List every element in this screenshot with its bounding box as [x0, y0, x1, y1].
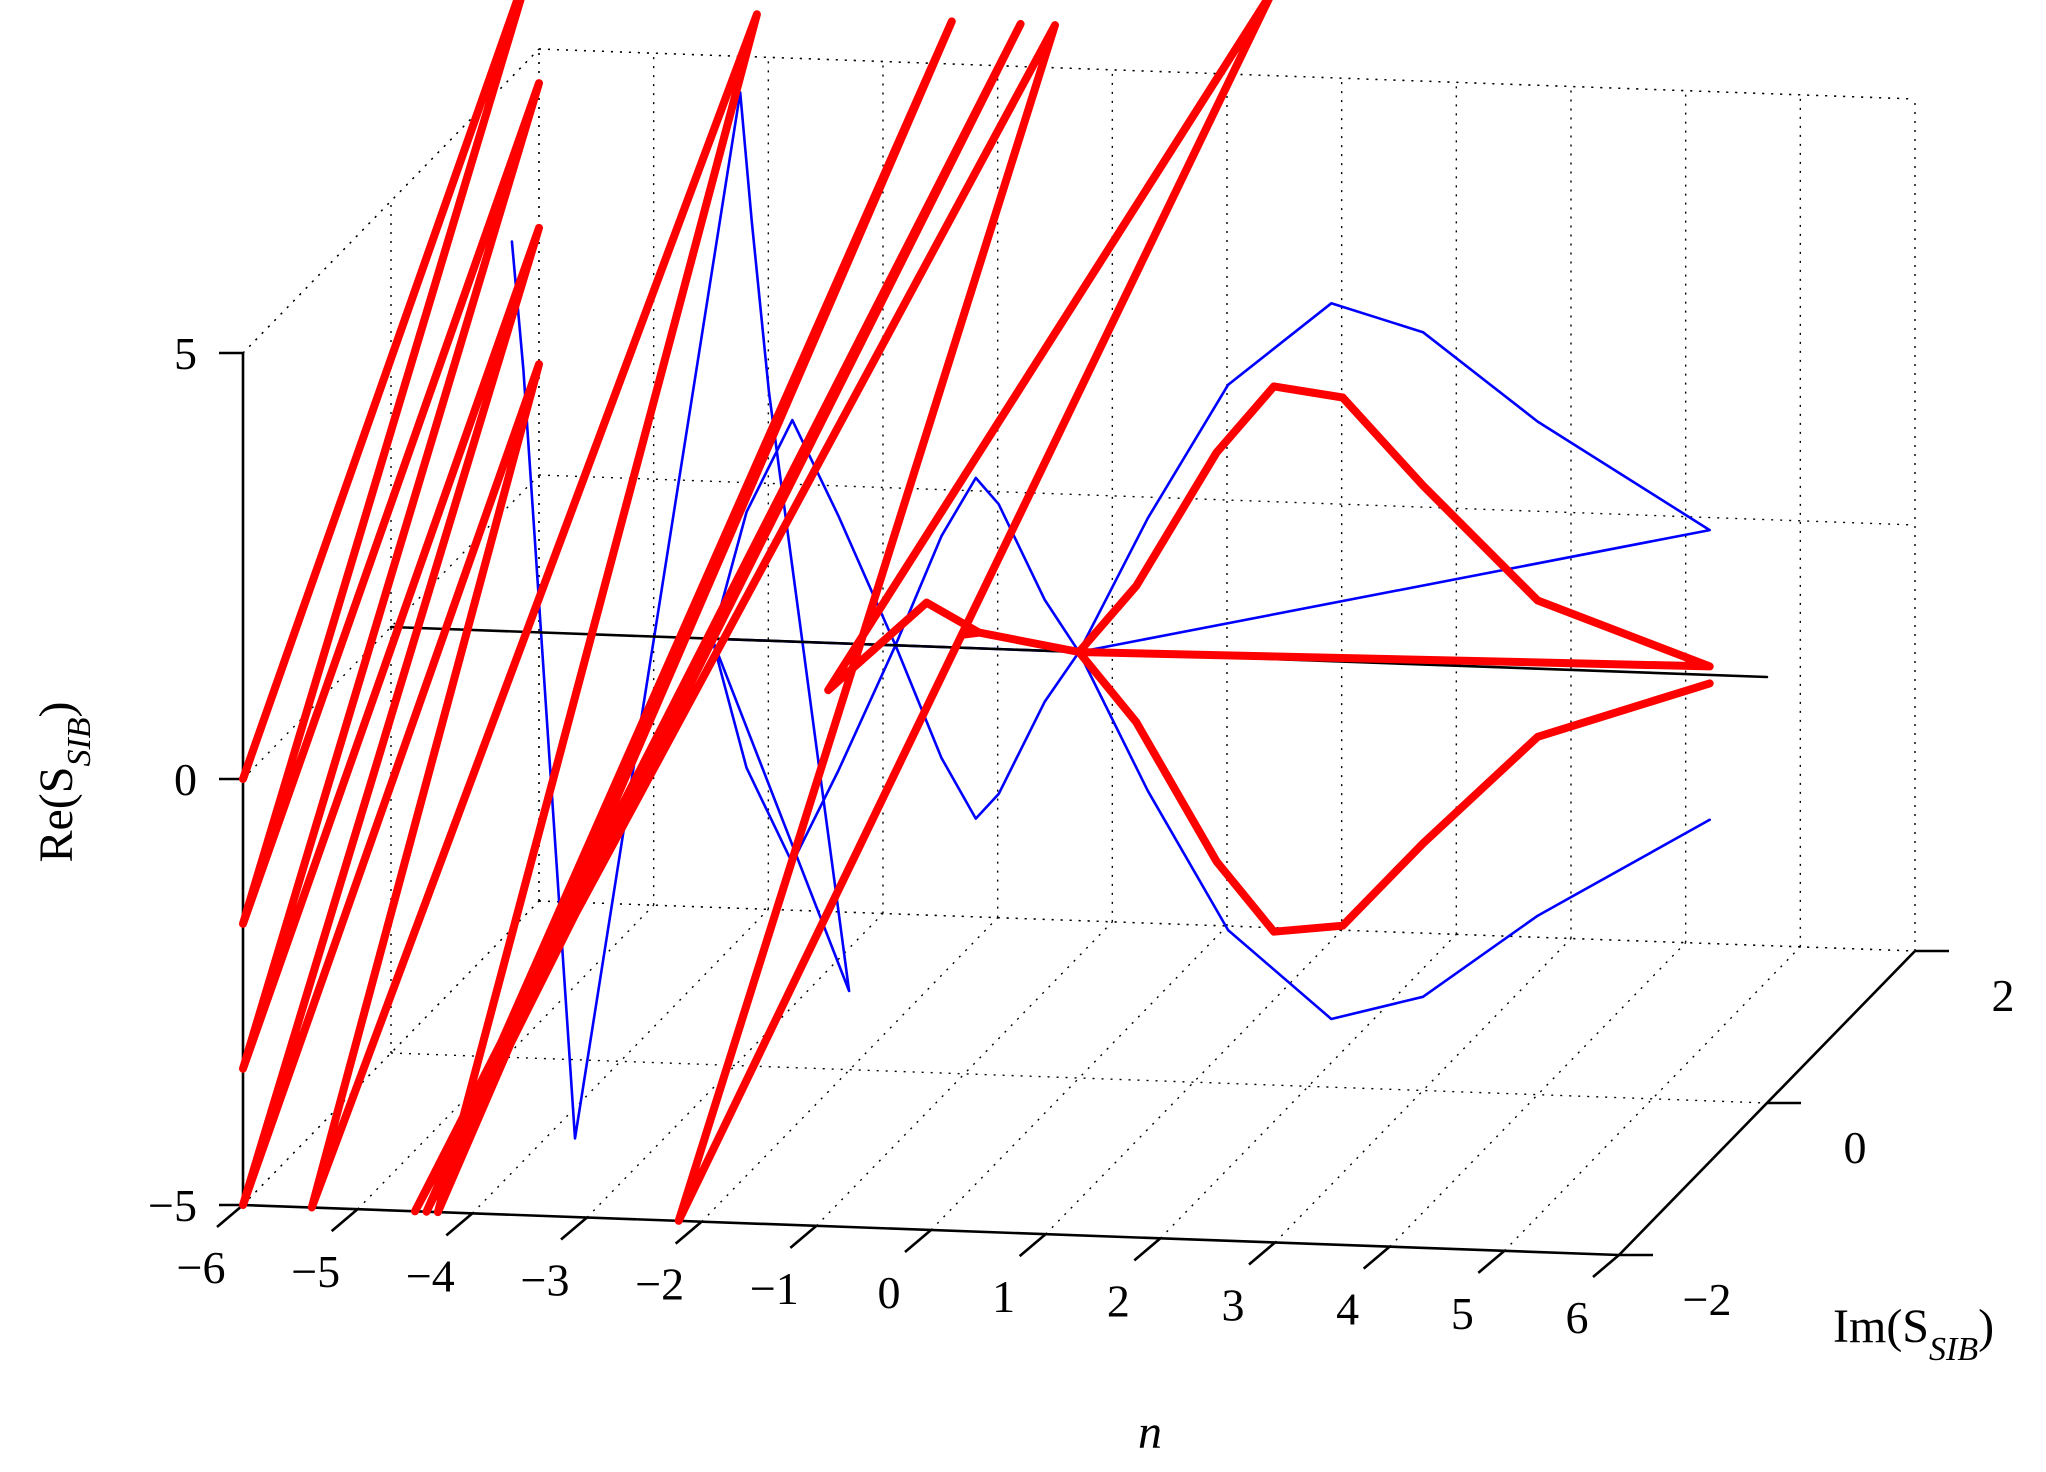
x-tick-mark	[674, 1220, 703, 1245]
y-tick-label: 0	[1844, 1122, 1867, 1173]
y-axis-title: Im(SSIB)	[1833, 1300, 1994, 1368]
x-tick-mark	[1018, 1233, 1047, 1258]
grid-line	[1274, 938, 1572, 1243]
red-curves	[239, 0, 1714, 1225]
x-tick-label: 6	[1566, 1292, 1589, 1343]
y-tick-label: 2	[1992, 970, 2015, 1021]
z-tick-label: 5	[174, 328, 197, 379]
grid-line	[701, 917, 999, 1223]
x-axis-title: n	[1138, 1406, 1162, 1459]
x-tick-label: −5	[291, 1246, 340, 1297]
x-tick-mark	[1477, 1249, 1506, 1274]
x-tick-label: −4	[406, 1250, 455, 1301]
x-tick-label: −2	[635, 1259, 684, 1310]
x-tick-label: 4	[1336, 1284, 1359, 1335]
z-tick-label: 0	[174, 754, 197, 805]
x-tick-label: −3	[521, 1255, 570, 1306]
z-tick-label: −5	[148, 1180, 197, 1231]
grid-line	[1503, 946, 1801, 1252]
x-tick-mark	[1362, 1245, 1391, 1270]
y-axis-title-suffix: )	[1978, 1300, 1994, 1353]
y-tick-label: −2	[1683, 1274, 1732, 1325]
x-tick-label: 0	[878, 1267, 901, 1318]
x-tick-label: 2	[1107, 1275, 1130, 1326]
x-tick-label: −1	[750, 1263, 799, 1314]
x-tick-mark	[1133, 1237, 1162, 1262]
grid-line	[586, 913, 884, 1218]
x-tick-label: 1	[992, 1271, 1015, 1322]
x-tick-label: 5	[1451, 1288, 1474, 1339]
grid-line	[815, 921, 1113, 1227]
tick-labels: −6 −5 −4 −3 −2 −1 0 1 2 3 4 5 6 −2 0 2 −5 0 5	[148, 328, 2014, 1343]
x-tick-label: −6	[177, 1242, 226, 1293]
z-axis-title: Re(SSIB)	[30, 701, 98, 862]
z-axis-title-sub: SIB	[61, 717, 98, 766]
x-tick-label: 3	[1222, 1280, 1245, 1331]
x-tick-mark	[1592, 1254, 1620, 1278]
axes	[216, 351, 1949, 1278]
x-tick-mark	[1248, 1241, 1276, 1266]
z-axis-title-prefix: Re(S	[30, 767, 83, 863]
x-tick-mark	[789, 1224, 818, 1249]
x-tick-mark	[330, 1208, 359, 1233]
x-tick-mark	[445, 1212, 474, 1237]
blue-series-line	[510, 91, 1711, 1140]
red-series-line	[239, 0, 1714, 1225]
grid-line	[930, 925, 1228, 1231]
x-tick-mark	[216, 1204, 244, 1228]
grid-line	[390, 1052, 1768, 1104]
y-axis-title-sub: SIB	[1929, 1331, 1978, 1368]
z-axis-title-suffix: )	[30, 701, 83, 717]
grid-line	[1159, 933, 1457, 1239]
y-axis-title-prefix: Im(S	[1833, 1300, 1929, 1353]
grid-line	[1045, 929, 1343, 1235]
grid-line	[471, 908, 769, 1214]
x-tick-mark	[560, 1216, 588, 1241]
x-tick-mark	[904, 1229, 932, 1253]
